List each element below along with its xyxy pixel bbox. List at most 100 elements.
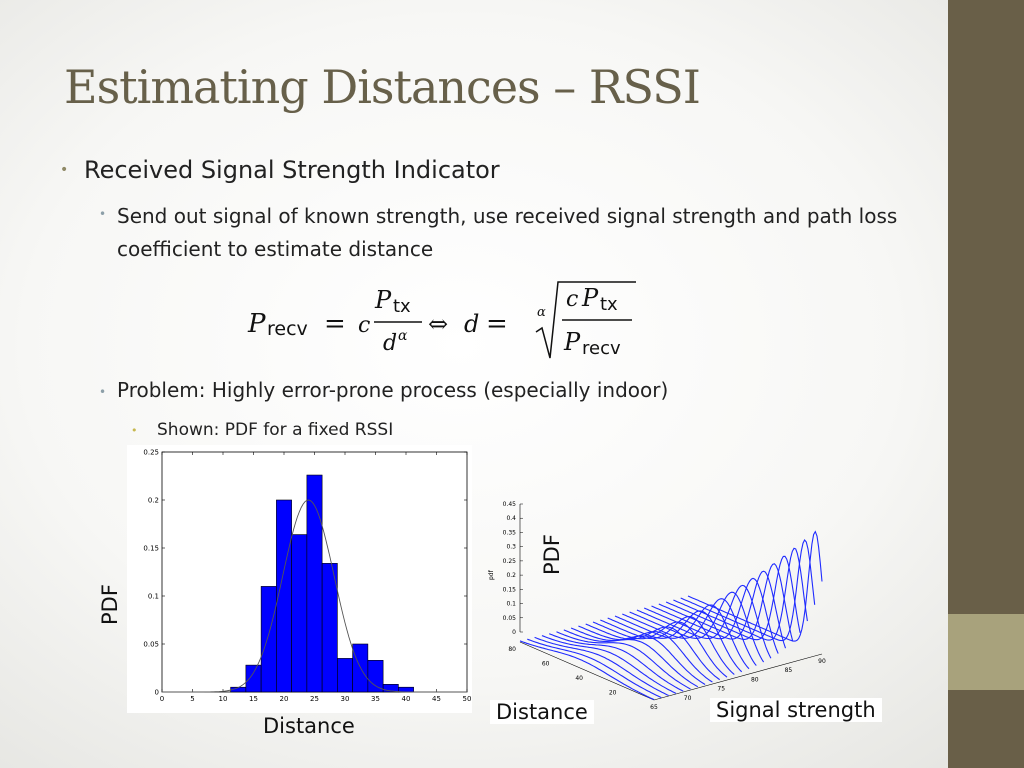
pdf-series-line xyxy=(687,530,823,642)
formula-recv: recv xyxy=(582,338,621,359)
formula-alpha: α xyxy=(398,328,408,344)
pdf-series-line xyxy=(548,633,684,692)
pdf-series-line xyxy=(614,604,750,670)
histogram-panel: 0 5 10 15 20 25 30 35 40 45 50 0 0.05 0.1 0.15 0.2 0.25 xyxy=(127,445,472,713)
waterfall-signal-label: Signal strength xyxy=(710,698,882,722)
x-tick-label: 30 xyxy=(341,695,350,703)
formula-tx: tx xyxy=(600,294,618,315)
formula-d: d xyxy=(383,331,397,356)
x-tick-label: 45 xyxy=(432,695,441,703)
histogram-bar xyxy=(337,658,353,693)
distance-axis xyxy=(519,641,655,701)
bullet-level2-description: Send out signal of known strength, use r… xyxy=(117,204,898,261)
formula-d: d xyxy=(464,310,479,338)
distance-histogram: 0 5 10 15 20 25 30 35 40 45 50 0 0.05 0.1 0.15 0.2 0.25 xyxy=(143,449,471,704)
signal-axis xyxy=(653,653,823,701)
y-tick-label: 0 xyxy=(155,689,159,697)
histogram-ylabel: PDF xyxy=(98,584,122,625)
x-tick-label: 5 xyxy=(190,695,194,703)
bullet-dot: • xyxy=(60,162,69,178)
z-tick-label: 0.45 xyxy=(503,501,517,508)
x-tick-label: 40 xyxy=(402,695,411,703)
distance-tick-label: 80 xyxy=(508,646,516,653)
pdf-series-line xyxy=(680,539,816,642)
x-tick-label: 0 xyxy=(160,695,164,703)
z-tick-label: 0.15 xyxy=(503,586,517,593)
z-tick-label: 0.3 xyxy=(506,544,516,551)
signal-tick-label: 70 xyxy=(684,695,692,702)
formula-p: P xyxy=(563,328,581,356)
rssi-formula: P recv = c P tx d α ⇔ d = α c P tx P rec… xyxy=(247,281,636,359)
formula-c: c xyxy=(358,313,370,338)
histogram-bar xyxy=(291,534,308,693)
pdf-series-line xyxy=(629,591,765,663)
formula-p: P xyxy=(247,309,266,339)
z-tick-label: 0 xyxy=(512,629,516,636)
x-tick-label: 35 xyxy=(371,695,380,703)
pdf-series-line xyxy=(527,638,662,699)
bullet-level2-problem: Problem: Highly error-prone process (esp… xyxy=(117,378,669,402)
signal-tick-label: 90 xyxy=(818,658,826,665)
signal-tick-label: 65 xyxy=(650,704,658,710)
z-tick-label: 0.25 xyxy=(503,558,517,565)
bullet-dot: • xyxy=(131,424,138,437)
x-tick-label: 20 xyxy=(280,695,289,703)
z-tick-label: 0.4 xyxy=(506,515,516,522)
pdf-series-line xyxy=(600,616,735,675)
x-tick-label: 10 xyxy=(219,695,228,703)
formula-equals: = xyxy=(486,309,508,339)
pdf-series-line xyxy=(658,563,794,642)
histogram-bar xyxy=(367,660,384,693)
pdf-series-line xyxy=(563,629,699,688)
histogram-bar xyxy=(306,474,323,693)
pdf-axis-label: pdf xyxy=(488,569,495,580)
formula-c: c xyxy=(566,287,578,312)
histogram-bar xyxy=(321,563,338,693)
z-tick-label: 0.05 xyxy=(503,615,517,622)
pdf-series-line xyxy=(665,555,801,641)
pdf-series-line xyxy=(541,635,677,694)
distance-tick-label: 60 xyxy=(542,661,550,668)
waterfall-zlabel: PDF xyxy=(540,534,564,575)
formula-iff: ⇔ xyxy=(428,310,448,338)
sidebar-accent-block xyxy=(948,614,1024,690)
y-tick-label: 0.05 xyxy=(143,641,159,649)
distance-tick-label: 40 xyxy=(575,675,583,682)
slide-title: Estimating Distances – RSSI xyxy=(64,60,701,114)
y-tick-label: 0.1 xyxy=(148,593,159,601)
y-tick-label: 0.2 xyxy=(148,497,159,505)
pdf-series-line xyxy=(673,547,808,641)
bullet-dot: • xyxy=(99,385,107,399)
pdf-series-line xyxy=(651,570,787,649)
pdf-series-line xyxy=(519,640,655,701)
formula-p: P xyxy=(374,286,392,314)
signal-tick-label: 85 xyxy=(785,667,793,674)
formula-tx: tx xyxy=(393,296,411,317)
pdf-series-line xyxy=(556,631,691,690)
x-tick-label: 15 xyxy=(249,695,258,703)
pdf-series-line xyxy=(592,621,728,678)
histogram-bar xyxy=(260,586,277,693)
pdf-series-line xyxy=(534,636,669,696)
y-tick-label: 0.15 xyxy=(143,545,159,553)
formula-equals: = xyxy=(324,309,346,339)
pdf-waterfall-plot: pdf 0 0.05 0.1 0.15 0.2 0.25 0.3 0.35 0.4 0.45 20 40… xyxy=(488,501,826,711)
z-tick-label: 0.35 xyxy=(503,529,517,536)
pdf-series-line xyxy=(643,577,779,654)
bullet-dot: • xyxy=(99,207,107,221)
histogram-xlabel: Distance xyxy=(263,714,355,738)
x-tick-label: 25 xyxy=(310,695,319,703)
pdf-series-line xyxy=(636,584,772,659)
fit-curve xyxy=(162,499,467,693)
signal-tick-label: 75 xyxy=(717,686,725,693)
signal-tick-label: 80 xyxy=(751,676,759,683)
distance-tick-label: 20 xyxy=(609,690,617,697)
y-tick-label: 0.25 xyxy=(143,449,159,457)
histogram-bar xyxy=(245,664,262,693)
formula-alpha: α xyxy=(537,305,546,320)
z-tick-label: 0.2 xyxy=(506,572,516,579)
bullet-level3-shown: Shown: PDF for a fixed RSSI xyxy=(157,420,394,440)
waterfall-panel: pdf 0 0.05 0.1 0.15 0.2 0.25 0.3 0.35 0.4 0.45 20 40… xyxy=(478,492,830,711)
waterfall-distance-label: Distance xyxy=(490,700,594,724)
formula-p: P xyxy=(581,284,599,312)
